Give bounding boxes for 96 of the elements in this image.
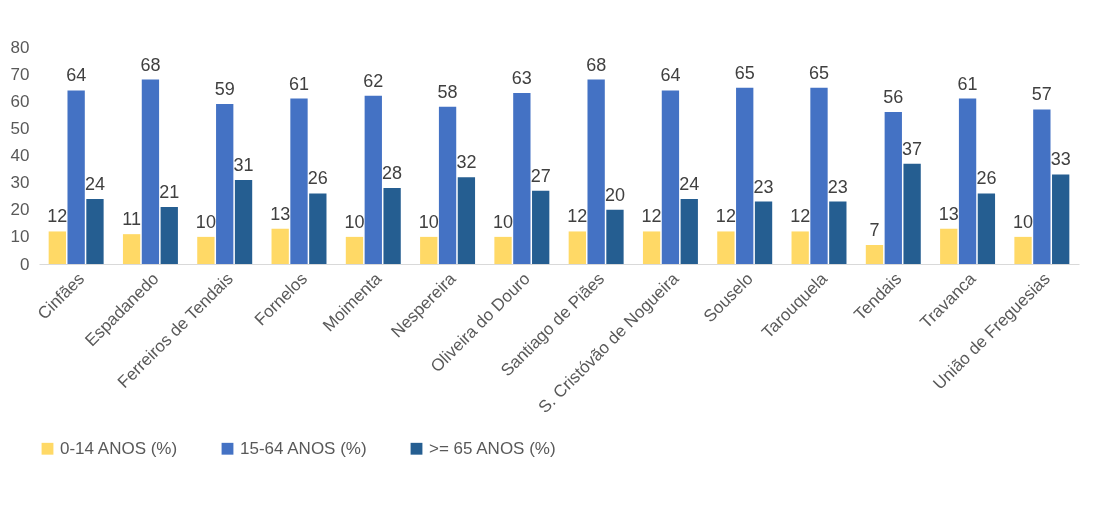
y-tick-label: 10 [10,227,30,247]
data-label: 56 [883,87,904,108]
data-label: 37 [902,138,923,159]
y-tick-label: 50 [10,118,30,138]
bar [122,234,141,264]
legend-label: 15-64 ANOS (%) [240,438,367,458]
data-label: 57 [1031,84,1052,105]
data-label: 23 [827,176,848,197]
bar [680,198,698,264]
bar [717,231,735,264]
bar [606,209,624,264]
bar [457,177,476,264]
bar [48,231,66,264]
bar [568,231,586,264]
bar [1033,109,1051,264]
bar [736,87,754,264]
data-label: 58 [437,81,458,102]
bar [86,198,104,264]
bar [587,79,605,264]
data-label: 13 [938,203,959,224]
data-label: 10 [195,211,216,232]
data-label: 11 [122,209,141,230]
bar [642,231,661,264]
data-label: 20 [604,184,625,205]
bar [791,231,809,264]
y-tick-label: 70 [10,64,30,84]
data-label: 10 [418,211,439,232]
bar [438,106,457,264]
data-label: 64 [660,65,681,86]
bar [234,179,253,264]
data-label: 12 [47,206,68,227]
bar [1014,236,1032,264]
data-label: 61 [957,73,978,94]
y-tick-label: 80 [10,37,30,57]
bar [884,112,902,264]
y-tick-label: 40 [10,146,30,165]
bar [420,236,438,264]
data-label: 13 [270,203,291,224]
legend-label: >= 65 ANOS (%) [429,438,556,458]
bar [1052,174,1070,264]
data-label: 23 [753,176,774,197]
bar [494,236,512,264]
bar [160,207,178,264]
data-label: 31 [233,154,254,175]
bar [903,163,921,264]
data-label: 28 [382,163,403,184]
data-label: 68 [140,54,161,75]
data-label: 10 [493,211,514,232]
bar [141,79,160,264]
data-label: 10 [344,211,365,232]
data-label: 61 [288,73,310,94]
data-label: 33 [1050,149,1071,170]
data-label: 26 [976,168,997,189]
data-label: 12 [715,206,736,227]
bar [290,98,308,264]
data-label: 12 [567,206,588,227]
legend-label: 0-14 ANOS (%) [60,438,178,458]
data-label: 27 [530,165,551,186]
data-label: 10 [1013,211,1034,232]
data-label: 63 [511,68,532,89]
data-label: 65 [808,62,830,83]
data-label: 12 [790,206,811,227]
bar [383,188,401,264]
data-label: 59 [214,78,235,99]
bar [364,95,382,264]
bar [661,90,680,264]
bar [940,228,958,264]
bar [810,87,828,264]
data-label: 24 [679,173,700,194]
y-tick-label: 0 [20,254,30,274]
bar [309,193,327,264]
bar [865,245,884,264]
data-label: 65 [734,62,755,83]
bar [216,103,234,264]
data-label: 7 [869,220,880,241]
bar [829,201,847,264]
y-tick-label: 30 [10,173,30,193]
bar [345,236,364,264]
data-label: 64 [66,65,87,86]
y-tick-label: 20 [10,200,30,220]
bar [271,228,289,264]
data-label: 26 [307,168,328,189]
bar [977,193,996,264]
bar [754,201,773,264]
bar [532,190,550,264]
data-label: 21 [159,182,180,203]
data-label: 68 [586,54,607,75]
y-tick-label: 60 [10,91,30,111]
data-label: 32 [456,152,477,173]
bar [197,236,215,264]
data-label: 62 [363,70,384,91]
bar [513,93,531,264]
bar [958,98,977,264]
bar [67,90,85,264]
data-label: 12 [641,206,662,227]
data-label: 24 [84,173,105,194]
